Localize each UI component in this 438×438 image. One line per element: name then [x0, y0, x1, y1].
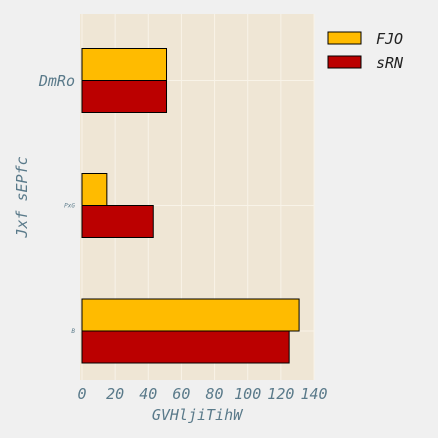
bar-srn-b	[81, 330, 290, 364]
y-tick-label-pxg: PxG	[64, 203, 75, 210]
x-tick-label-3: 60	[172, 385, 190, 403]
x-tick-label-5: 100	[234, 385, 261, 403]
legend-label-fjo: FJO	[376, 30, 403, 48]
y-tick-label-b: B	[71, 328, 75, 335]
legend-swatch-srn	[327, 55, 362, 69]
x-tick-label-6: 120	[267, 385, 294, 403]
y-tick-label-dmro: DmRo	[38, 72, 75, 90]
x-tick-label-2: 40	[139, 385, 157, 403]
legend-swatch-fjo	[327, 31, 362, 45]
bars	[81, 48, 300, 364]
y-axis-title: Jxf sEPfc	[13, 156, 31, 238]
bar-srn-pxg	[81, 205, 154, 238]
legend: FJO sRN	[327, 30, 404, 72]
bar-srn-dmro	[81, 80, 168, 113]
y-tick-labels: DmRo PxG B	[38, 72, 76, 335]
x-tick-labels: 0 20 40 60 80 100 120 140	[77, 385, 327, 403]
x-tick-label-1: 20	[106, 385, 124, 403]
x-tick-label-4: 80	[206, 385, 224, 403]
bar-fjo-dmro	[81, 48, 168, 81]
x-axis-title: GVHljiTihW	[152, 406, 244, 424]
bar-fjo-pxg	[81, 173, 108, 206]
bar-fjo-b	[81, 298, 300, 332]
legend-label-srn: sRN	[376, 54, 404, 72]
x-tick-label-0: 0	[77, 385, 86, 403]
x-tick-label-7: 140	[300, 385, 327, 403]
